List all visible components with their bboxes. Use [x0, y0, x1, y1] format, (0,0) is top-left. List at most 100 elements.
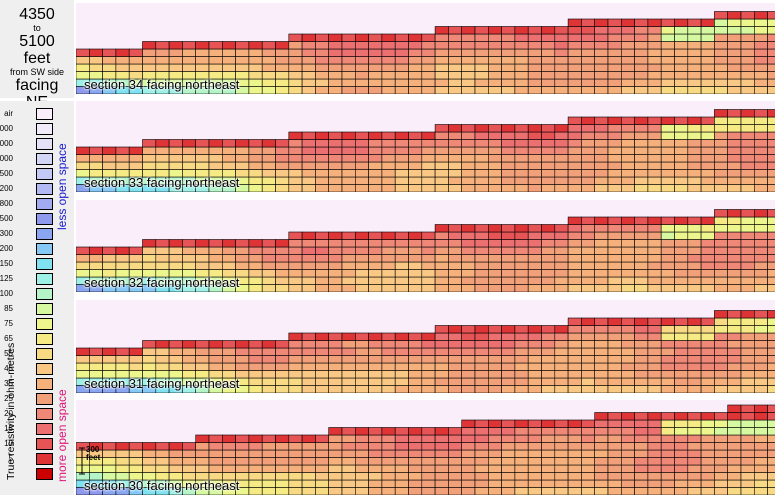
resistivity-cell — [487, 442, 502, 451]
resistivity-cell — [634, 224, 649, 233]
resistivity-cell — [674, 169, 689, 178]
resistivity-cell — [554, 161, 569, 170]
resistivity-cell — [461, 269, 476, 278]
resistivity-cell — [727, 146, 742, 155]
resistivity-cell — [301, 184, 316, 192]
resistivity-cell — [76, 261, 90, 270]
resistivity-cell — [421, 340, 436, 349]
resistivity-cell — [448, 184, 462, 192]
resistivity-cell — [222, 146, 236, 155]
resistivity-cell — [727, 33, 742, 42]
resistivity-cell — [674, 161, 689, 170]
resistivity-cell — [328, 161, 343, 170]
resistivity-cell — [647, 246, 662, 255]
resistivity-cell — [421, 276, 436, 285]
resistivity-cell — [753, 434, 768, 443]
resistivity-cell — [434, 131, 449, 140]
resistivity-cell — [487, 124, 502, 133]
resistivity-cell — [328, 176, 343, 185]
resistivity-cell — [567, 154, 582, 163]
resistivity-cell — [620, 377, 635, 386]
resistivity-cell — [660, 224, 675, 233]
resistivity-cell — [527, 224, 542, 233]
resistivity-cell — [607, 412, 622, 421]
resistivity-cell — [620, 78, 635, 87]
resistivity-cell — [660, 18, 675, 27]
resistivity-cell — [341, 370, 356, 379]
resistivity-cell — [647, 71, 662, 80]
resistivity-cell — [301, 276, 316, 285]
resistivity-cell — [687, 442, 702, 451]
resistivity-cell — [554, 139, 569, 148]
resistivity-cell — [341, 449, 356, 458]
resistivity-cell — [674, 442, 689, 451]
resistivity-cell — [408, 269, 423, 278]
resistivity-cell — [248, 340, 263, 349]
resistivity-cell — [421, 362, 436, 371]
resistivity-cell — [527, 332, 542, 341]
resistivity-cell — [647, 131, 662, 140]
resistivity-cell — [501, 276, 516, 285]
resistivity-cell — [740, 48, 755, 57]
resistivity-cell — [700, 48, 715, 57]
resistivity-cell — [567, 33, 582, 42]
resistivity-cell — [647, 472, 662, 481]
resistivity-cell — [89, 146, 103, 155]
resistivity-cell — [288, 33, 303, 42]
resistivity-cell — [354, 276, 369, 285]
resistivity-cell — [408, 261, 423, 270]
resistivity-cell — [461, 63, 476, 72]
resistivity-cell — [461, 325, 476, 334]
resistivity-cell — [102, 63, 117, 72]
resistivity-cell — [767, 377, 775, 386]
resistivity-cell — [554, 86, 569, 94]
resistivity-cell — [567, 472, 582, 481]
resistivity-cell — [740, 11, 755, 20]
resistivity-cell — [408, 434, 423, 443]
resistivity-cell — [674, 154, 689, 163]
resistivity-cell — [408, 56, 423, 65]
resistivity-cell — [168, 146, 183, 155]
resistivity-cell — [301, 464, 316, 473]
resistivity-cell — [634, 487, 649, 495]
resistivity-cell — [368, 457, 383, 466]
resistivity-cell — [700, 419, 715, 428]
resistivity-cell — [275, 355, 290, 364]
resistivity-cell — [421, 56, 436, 65]
resistivity-cell — [594, 325, 609, 334]
resistivity-cell — [421, 370, 436, 379]
section-32-panel: section 32 facing northeast — [76, 200, 775, 292]
resistivity-cell — [714, 317, 729, 326]
resistivity-cell — [381, 169, 396, 178]
resistivity-cell — [461, 347, 476, 356]
resistivity-cell — [301, 254, 316, 263]
resistivity-cell — [660, 457, 675, 466]
resistivity-cell — [541, 56, 556, 65]
legend-swatch — [36, 318, 53, 330]
resistivity-cell — [168, 457, 183, 466]
resistivity-cell — [394, 385, 409, 393]
resistivity-cell — [594, 487, 609, 495]
resistivity-cell — [89, 154, 103, 163]
resistivity-cell — [328, 434, 343, 443]
resistivity-cell — [434, 56, 449, 65]
resistivity-cell — [434, 385, 449, 393]
resistivity-cell — [208, 261, 223, 270]
resistivity-cell — [660, 124, 675, 133]
resistivity-cell — [434, 161, 449, 170]
resistivity-cell — [301, 56, 316, 65]
resistivity-cell — [341, 176, 356, 185]
resistivity-cell — [700, 231, 715, 240]
resistivity-cell — [660, 442, 675, 451]
resistivity-cell — [581, 63, 595, 72]
resistivity-cell — [448, 434, 462, 443]
resistivity-cell — [208, 442, 223, 451]
resistivity-cell — [660, 56, 675, 65]
resistivity-cell — [634, 434, 649, 443]
resistivity-cell — [461, 78, 476, 87]
resistivity-cell — [487, 78, 502, 87]
resistivity-cell — [315, 239, 329, 248]
resistivity-cell — [700, 487, 715, 495]
resistivity-cell — [155, 254, 170, 263]
resistivity-cell — [487, 41, 502, 50]
